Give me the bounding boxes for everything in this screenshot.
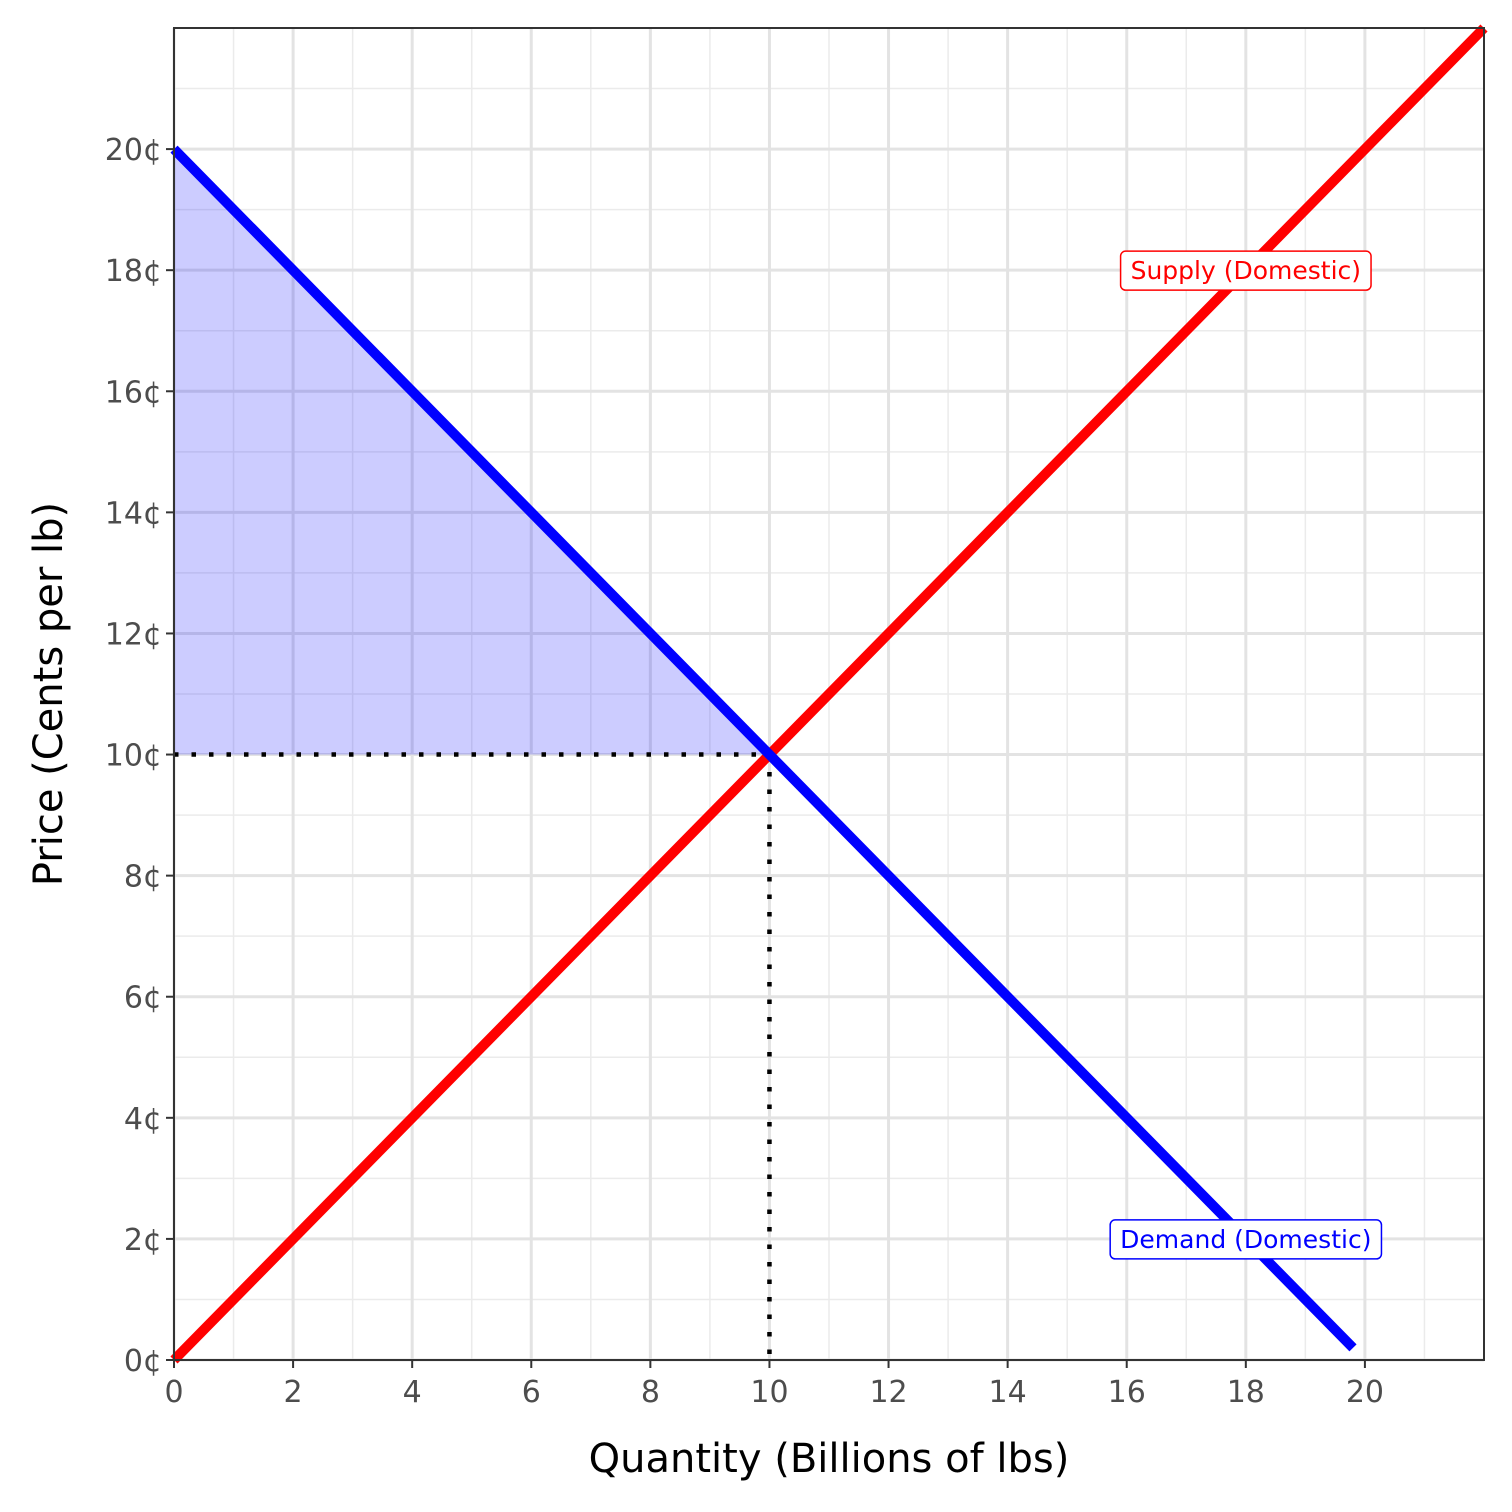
demand-line <box>170 145 1357 1352</box>
supply-line <box>170 24 1488 1364</box>
plot-panel-border <box>173 27 1485 1361</box>
x-axis-title: Quantity (Billions of lbs) <box>589 1436 1070 1482</box>
label-text: Supply (Domestic) <box>1131 256 1361 285</box>
y-tick-label: 8¢ <box>124 860 162 895</box>
x-tick-label: 4 <box>403 1375 422 1410</box>
demand-label: Demand (Domestic) <box>1109 1219 1383 1260</box>
label-text: Demand (Domestic) <box>1120 1225 1371 1254</box>
y-tick-label: 2¢ <box>124 1223 162 1258</box>
y-tick-label: 6¢ <box>124 981 162 1016</box>
x-tick-label: 20 <box>1346 1375 1384 1410</box>
x-tick-label: 2 <box>284 1375 303 1410</box>
y-axis: 0¢ 2¢ 4¢ 6¢ 8¢ 10¢ 12¢ 14¢ 16¢ 18¢ 20¢ <box>105 133 174 1379</box>
y-tick-label: 18¢ <box>105 254 162 289</box>
label-box <box>1119 250 1372 291</box>
supply-label: Supply (Domestic) <box>1119 250 1372 291</box>
x-tick-label: 16 <box>1108 1375 1146 1410</box>
x-tick-label: 14 <box>989 1375 1027 1410</box>
x-axis: 0 2 4 6 8 10 12 14 16 18 20 <box>164 1360 1384 1410</box>
x-tick-label: 0 <box>164 1375 183 1410</box>
y-tick-label: 16¢ <box>105 375 162 410</box>
y-tick-label: 14¢ <box>105 496 162 531</box>
equilibrium-guides <box>174 752 772 1360</box>
x-tick-label: 18 <box>1227 1375 1265 1410</box>
x-tick-label: 8 <box>641 1375 660 1410</box>
series-labels: Supply (Domestic) Demand (Domestic) <box>1109 250 1383 1260</box>
y-tick-label: 20¢ <box>105 133 162 168</box>
x-tick-label: 6 <box>522 1375 541 1410</box>
y-tick-label: 12¢ <box>105 617 162 652</box>
minor-gridlines <box>174 28 1484 1360</box>
y-tick-label: 10¢ <box>105 739 162 774</box>
x-tick-label: 12 <box>869 1375 907 1410</box>
y-axis-title: Price (Cents per lb) <box>26 502 72 886</box>
y-tick-label: 4¢ <box>124 1102 162 1137</box>
label-box <box>1109 1219 1383 1260</box>
y-tick-label: 0¢ <box>124 1344 162 1379</box>
series-layer <box>170 24 1488 1364</box>
x-tick-label: 10 <box>750 1375 788 1410</box>
